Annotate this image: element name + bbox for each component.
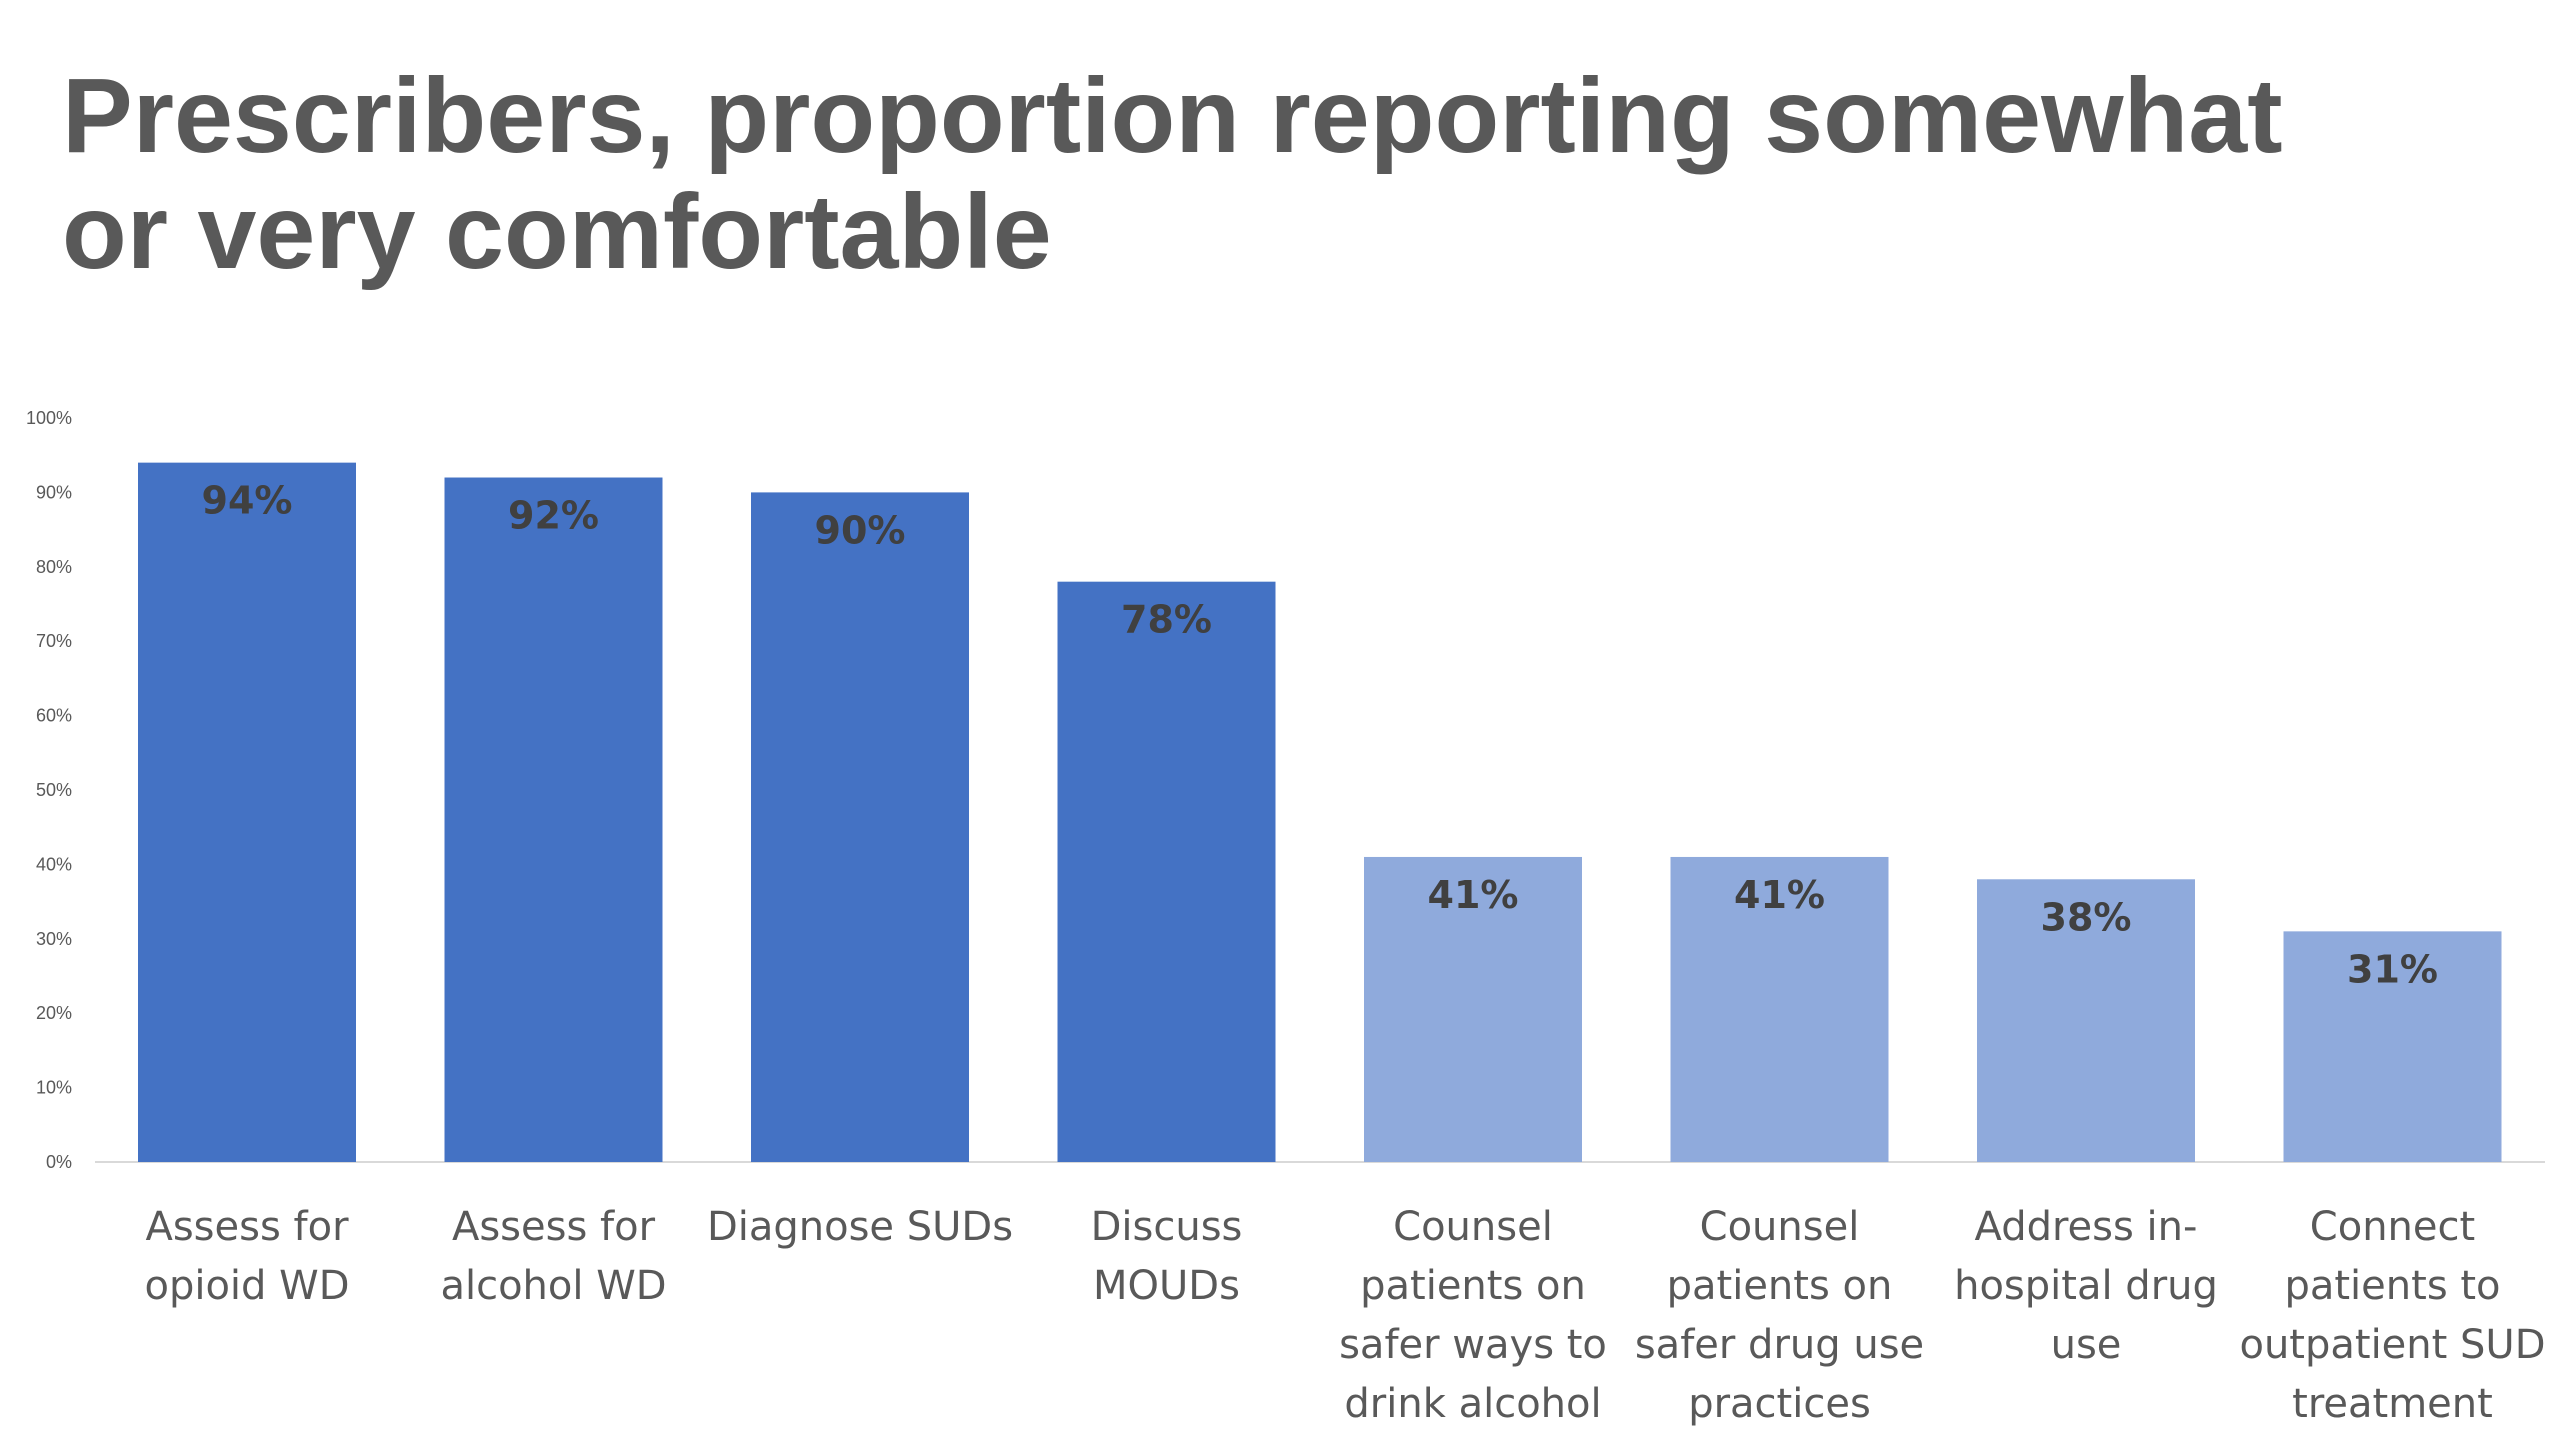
y-tick-label: 30% — [36, 929, 72, 949]
x-category-label: use — [2051, 1322, 2122, 1368]
chart-title: Prescribers, proportion reporting somewh… — [62, 58, 2462, 290]
y-tick-label: 20% — [36, 1003, 72, 1023]
y-tick-label: 80% — [36, 557, 72, 577]
chart-title-line-2: or very comfortable — [62, 173, 1052, 291]
x-category-label: Discuss — [1091, 1204, 1243, 1250]
y-tick-label: 0% — [46, 1152, 72, 1172]
bar — [1364, 856, 1582, 1162]
y-tick-label: 100% — [26, 408, 72, 428]
y-tick-label: 60% — [36, 706, 72, 726]
x-category-label: patients on — [1667, 1263, 1893, 1309]
y-tick-label: 40% — [36, 854, 72, 874]
y-tick-label: 50% — [36, 780, 72, 800]
x-category-label: drink alcohol — [1344, 1381, 1601, 1427]
x-category-label: outpatient SUD — [2239, 1322, 2545, 1368]
bar — [1670, 856, 1889, 1162]
x-category-label: Diagnose SUDs — [707, 1204, 1013, 1250]
x-category-label: Counsel — [1700, 1204, 1860, 1250]
x-category-label: patients on — [1360, 1263, 1586, 1309]
chart-title-line-1: Prescribers, proportion reporting somewh… — [62, 57, 2283, 175]
x-category-label: opioid WD — [144, 1263, 349, 1309]
x-category-label: hospital drug — [1954, 1263, 2218, 1309]
y-tick-label: 10% — [36, 1078, 72, 1098]
x-category-label: patients to — [2284, 1263, 2500, 1309]
bar — [751, 492, 969, 1162]
x-category-label: Counsel — [1393, 1204, 1553, 1250]
x-category-label: Assess for — [452, 1204, 656, 1250]
bar — [1057, 581, 1276, 1162]
bar-value-label: 92% — [508, 494, 599, 538]
bar-value-label: 41% — [1428, 873, 1519, 917]
bar-value-label: 78% — [1121, 598, 1212, 642]
bar-value-label: 31% — [2347, 947, 2438, 991]
bar-value-label: 41% — [1734, 873, 1825, 917]
x-category-label: practices — [1688, 1381, 1871, 1427]
x-category-label: Connect — [2310, 1204, 2475, 1250]
y-tick-label: 70% — [36, 631, 72, 651]
bar-value-label: 90% — [815, 508, 906, 552]
bar-value-label: 38% — [2041, 895, 2132, 939]
x-category-label: alcohol WD — [440, 1263, 666, 1309]
bar — [2283, 931, 2502, 1162]
x-category-label: treatment — [2292, 1381, 2493, 1427]
x-category-label: safer drug use — [1635, 1322, 1924, 1368]
x-category-label: Assess for — [145, 1204, 349, 1250]
y-tick-label: 90% — [36, 482, 72, 502]
bar — [138, 462, 356, 1162]
bar-value-label: 94% — [202, 479, 293, 523]
x-category-label: Address in- — [1975, 1204, 2198, 1250]
x-category-label: MOUDs — [1093, 1263, 1240, 1309]
x-category-label: safer ways to — [1339, 1322, 1607, 1368]
bar — [1977, 879, 2195, 1162]
bar — [444, 477, 663, 1162]
